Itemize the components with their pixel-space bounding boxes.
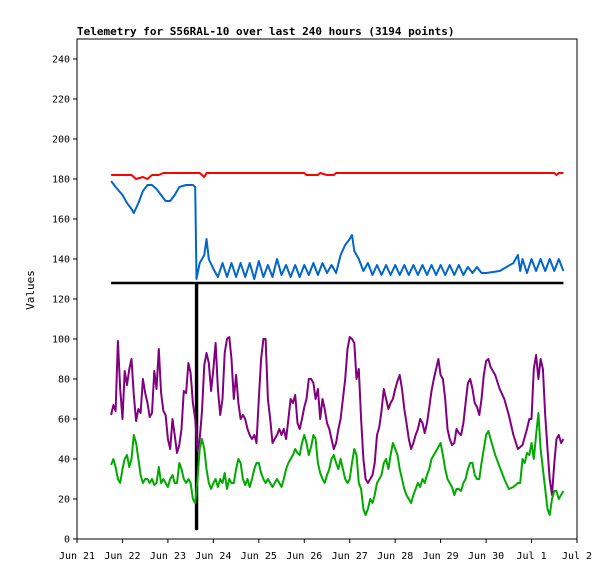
y-tick-label: 180 xyxy=(52,175,70,186)
y-tick-label: 20 xyxy=(58,495,70,506)
x-tick-label: Jun 26 xyxy=(286,551,322,562)
series-line-2 xyxy=(110,180,565,280)
series-group xyxy=(110,172,565,531)
y-axis-label: Values xyxy=(24,270,37,310)
x-tick-label: Jun 28 xyxy=(377,551,413,562)
y-tick-label: 0 xyxy=(64,535,70,546)
x-tick-label: Jun 25 xyxy=(241,551,277,562)
y-tick-label: 100 xyxy=(52,335,70,346)
y-tick-label: 60 xyxy=(58,415,70,426)
x-tick-label: Jun 21 xyxy=(59,551,95,562)
y-tick-label: 160 xyxy=(52,215,70,226)
x-tick-label: Jun 29 xyxy=(423,551,459,562)
x-tick-label: Jun 23 xyxy=(150,551,186,562)
x-tick-label: Jun 22 xyxy=(104,551,140,562)
x-tick-label: Jun 27 xyxy=(332,551,368,562)
x-tick-label: Jun 30 xyxy=(468,551,504,562)
x-axis: Jun 21 Jun 22 Jun 23 Jun 24 Jun 25 Jun 26 Jun … xyxy=(59,539,592,562)
series-line-4 xyxy=(194,283,199,531)
series-line-5 xyxy=(110,336,565,496)
y-tick-label: 120 xyxy=(52,295,70,306)
y-tick-label: 200 xyxy=(52,135,70,146)
x-tick-label: Jul 2 xyxy=(562,551,592,562)
chart-title: Telemetry for S56RAL-10 over last 240 ho… xyxy=(77,25,455,38)
series-line-1 xyxy=(111,172,564,180)
y-tick-label: 80 xyxy=(58,375,70,386)
x-tick-label: Jun 24 xyxy=(195,551,231,562)
y-tick-label: 220 xyxy=(52,95,70,106)
x-tick-label: Jul 1 xyxy=(516,551,546,562)
series-line-6 xyxy=(110,412,565,516)
y-tick-label: 240 xyxy=(52,55,70,66)
y-axis: 0 20 40 60 80 100 120 140 160 180 200 220 240 xyxy=(52,55,77,546)
plot-area-frame xyxy=(76,38,578,540)
y-tick-label: 40 xyxy=(58,455,70,466)
y-tick-label: 140 xyxy=(52,255,70,266)
